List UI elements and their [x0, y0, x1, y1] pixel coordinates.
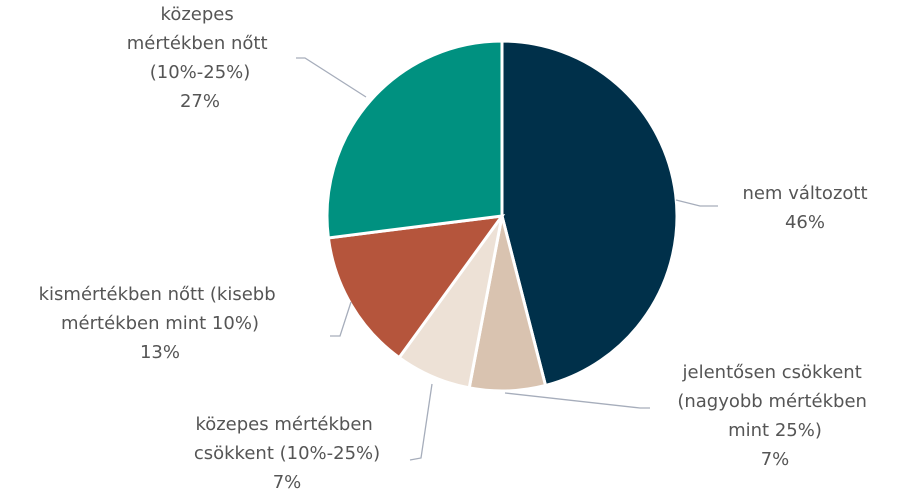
leader-line: [504, 392, 650, 409]
leader-line: [330, 301, 352, 337]
pie-slice: [500, 39, 679, 388]
label-line: kismértékben nőtt (kisebb: [39, 284, 282, 305]
slice-label: kismértékben nőtt (kisebb mértékben mint…: [39, 284, 282, 334]
slice-label: nem változott: [742, 183, 867, 204]
slice-label: jelentősen csökkent (nagyobb mértékben m…: [677, 362, 872, 441]
label-line: jelentősen csökkent: [682, 362, 868, 383]
leader-line: [675, 199, 718, 207]
pie-slice: [326, 214, 506, 360]
label-line: nem változott: [742, 183, 867, 204]
value-label: 46%: [785, 212, 825, 233]
label-line: (10%-25%): [150, 62, 251, 83]
value-label: 7%: [273, 472, 302, 493]
label-line: közepes: [161, 4, 240, 25]
leader-line: [409, 383, 433, 461]
value-label: 13%: [140, 342, 180, 363]
value-label: 27%: [180, 91, 220, 112]
label-line: közepes mértékben: [195, 414, 378, 435]
slice-label: közepes mértékben nőtt (10%-25%): [127, 4, 273, 83]
label-line: mértékben nőtt: [127, 33, 273, 54]
label-line: mértékben mint 10%): [61, 313, 259, 334]
value-label: 7%: [761, 449, 790, 470]
leader-line: [296, 57, 367, 98]
label-line: (nagyobb mértékben: [677, 391, 872, 412]
slice-label: közepes mértékben csökkent (10%-25%): [194, 414, 380, 464]
label-line: csökkent (10%-25%): [194, 443, 380, 464]
label-line: mint 25%): [728, 420, 822, 441]
pie-slice: [325, 39, 504, 240]
